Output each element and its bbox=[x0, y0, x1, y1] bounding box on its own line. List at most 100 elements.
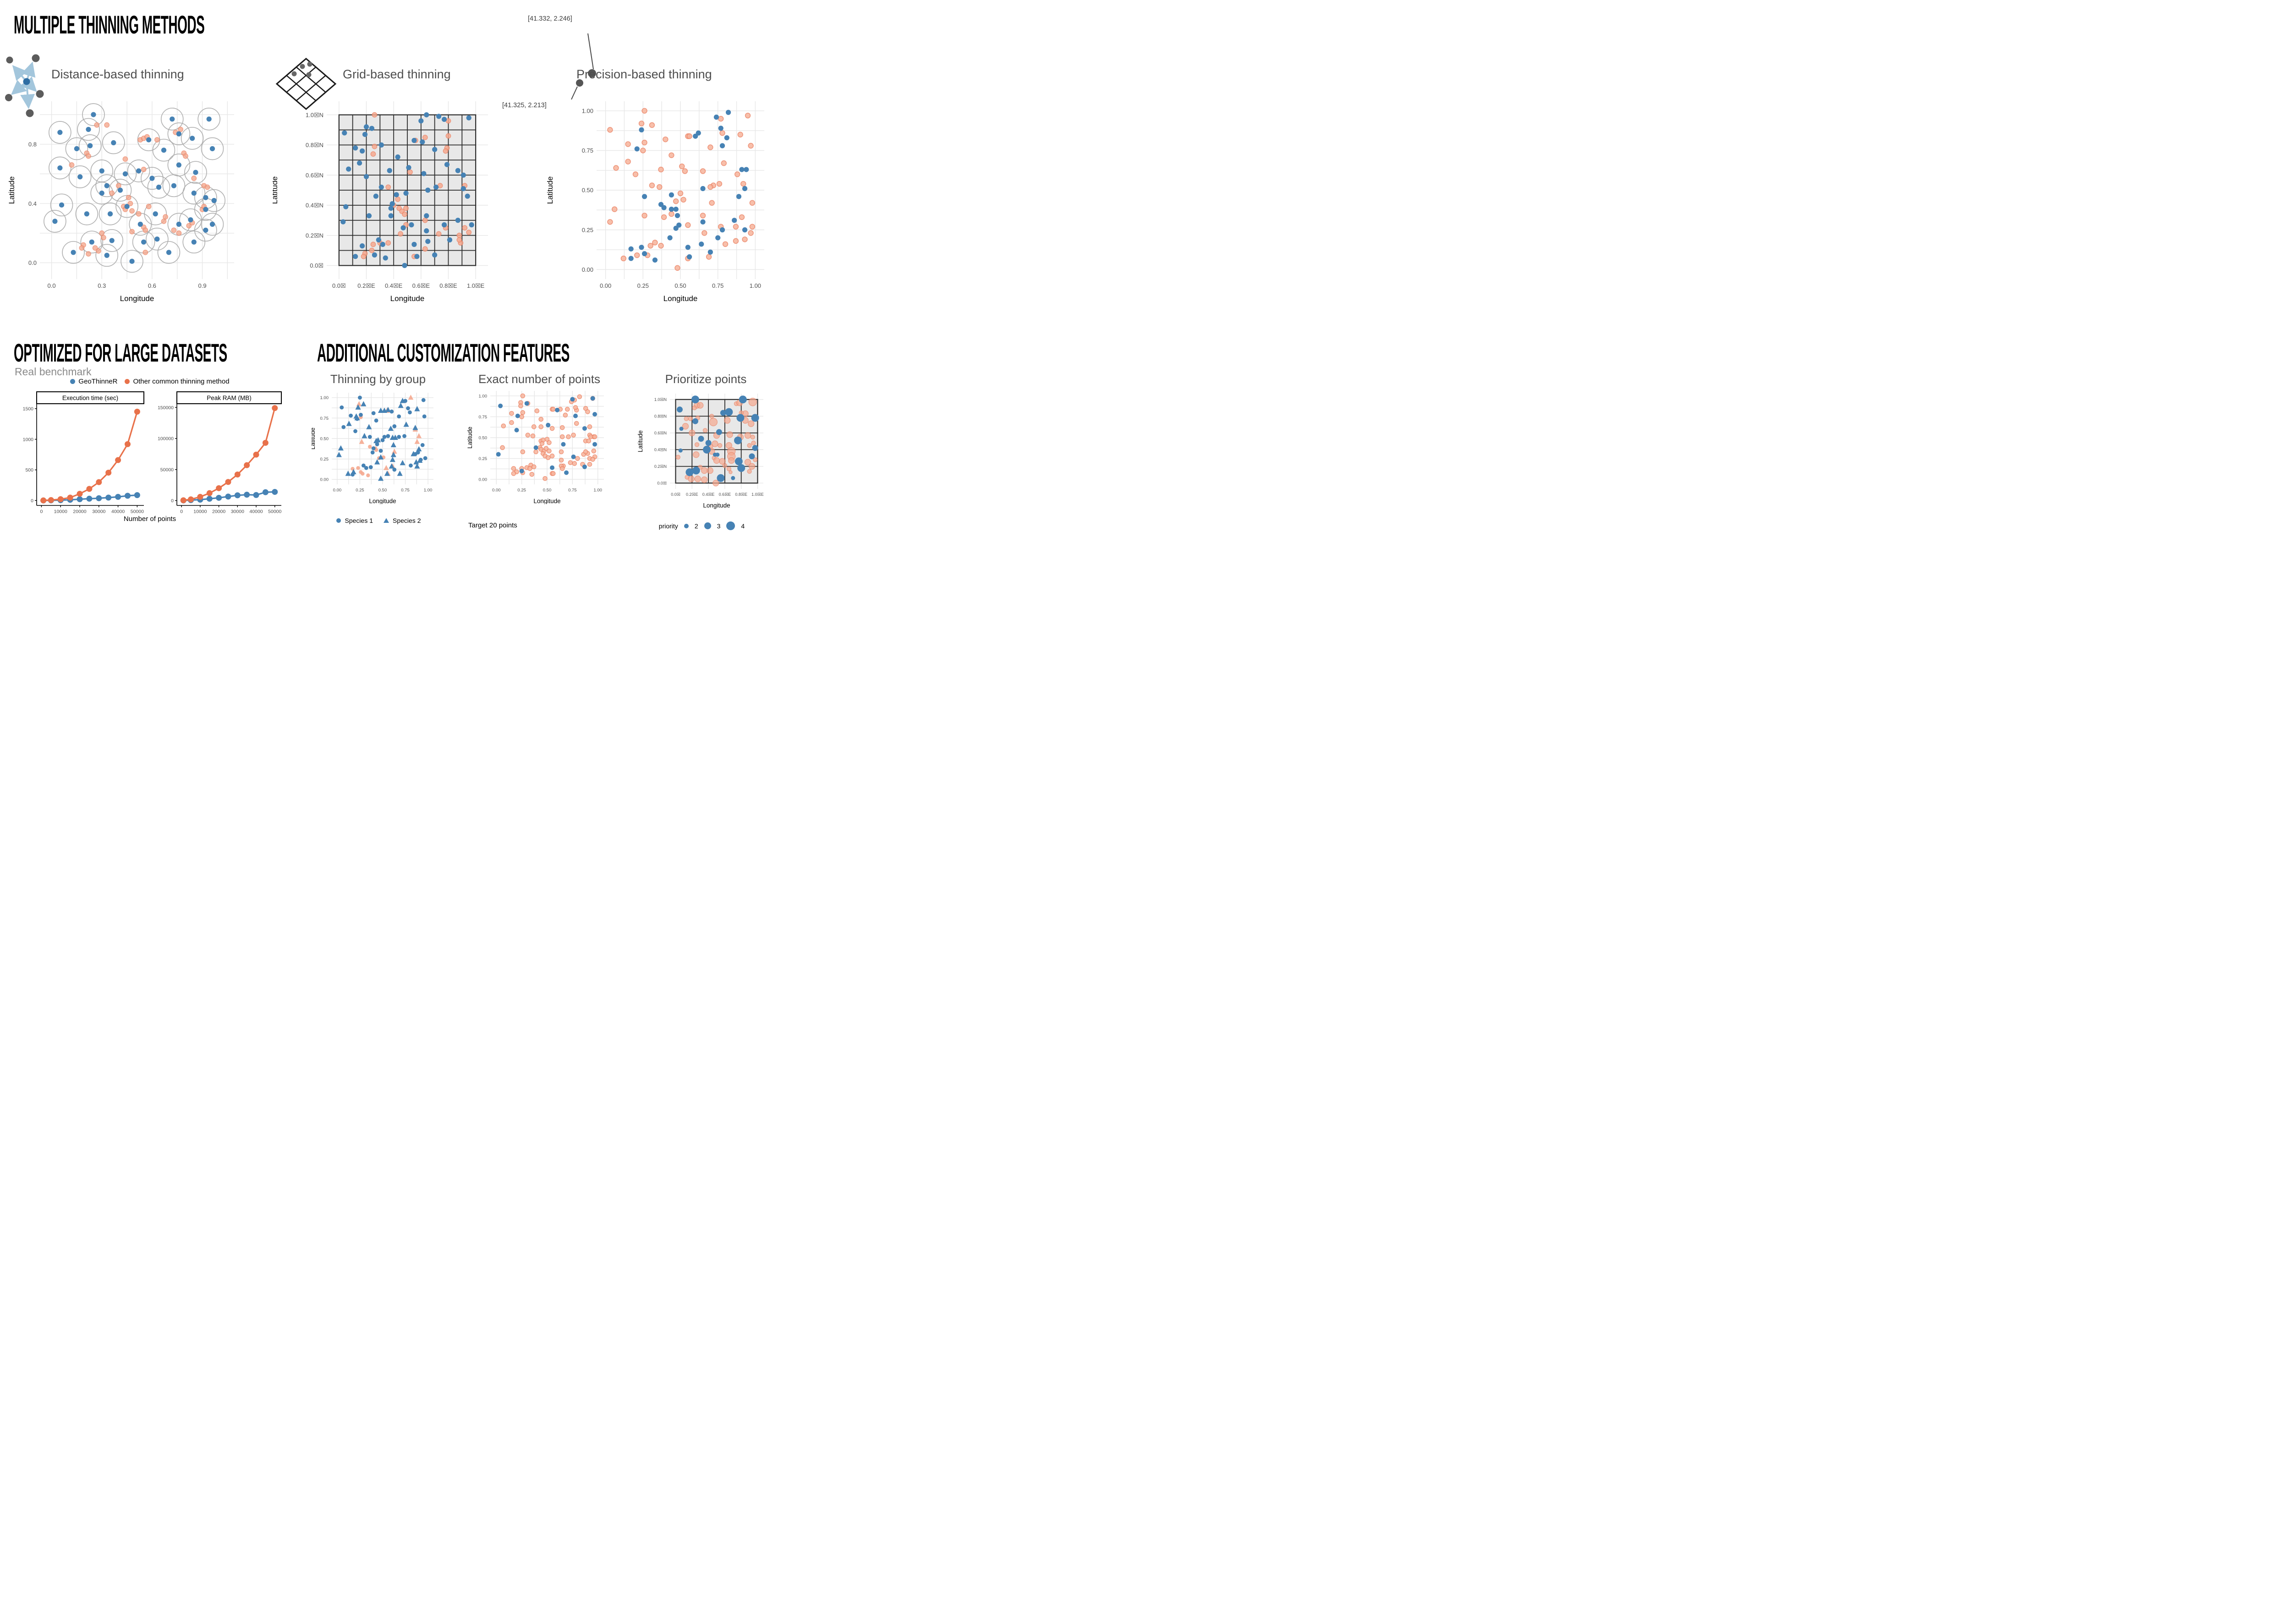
svg-text:Latitude: Latitude bbox=[466, 427, 473, 449]
benchmark-subtitle: Real benchmark bbox=[15, 366, 92, 378]
legend-label: Species 1 bbox=[345, 517, 373, 524]
execution-time-panel: 0 10000 20000 30000 40000 50000 0 500 1000 1500 Ex… bbox=[14, 391, 148, 529]
poster-page: MULTIPLE THINNING METHODS OPTIMIZED FOR … bbox=[0, 0, 776, 541]
method-label-distance: Distance-based thinning bbox=[51, 67, 184, 81]
svg-text:0: 0 bbox=[171, 498, 174, 504]
distance-scatter-svg: 0.0 0.3 0.6 0.9 0.0 0.4 0.8 Longitude Latitude bbox=[7, 101, 234, 303]
svg-text:Latitude: Latitude bbox=[312, 428, 316, 450]
svg-text:0.4☒E: 0.4☒E bbox=[702, 492, 715, 497]
species2-triangle-icon bbox=[384, 518, 389, 523]
svg-text:0.75: 0.75 bbox=[401, 488, 410, 493]
svg-text:0.6☒E: 0.6☒E bbox=[719, 492, 731, 497]
svg-text:0.0☒: 0.0☒ bbox=[671, 492, 680, 497]
svg-text:0.75: 0.75 bbox=[479, 415, 488, 420]
svg-text:0: 0 bbox=[31, 498, 33, 504]
svg-text:Latitude: Latitude bbox=[7, 176, 16, 204]
svg-text:0.75: 0.75 bbox=[582, 147, 593, 154]
svg-text:0.00: 0.00 bbox=[600, 282, 611, 289]
distance-thinning-plot: 0.0 0.3 0.6 0.9 0.0 0.4 0.8 Longitude Latitude bbox=[7, 94, 238, 309]
svg-text:0.9: 0.9 bbox=[198, 282, 207, 289]
thinning-by-group-plot: 0.00 0.25 0.50 0.75 1.00 0.00 0.25 0.50 0.75 1.00… bbox=[312, 387, 444, 504]
exact-number-plot: 0.00 0.25 0.50 0.75 1.00 0.00 0.25 0.50 0.75 1.00… bbox=[464, 387, 615, 504]
svg-text:0.0☒: 0.0☒ bbox=[332, 282, 346, 289]
svg-text:Longitude: Longitude bbox=[533, 498, 560, 504]
distance-network-icon bbox=[5, 54, 44, 117]
geothinner-legend-dot-icon bbox=[70, 379, 76, 384]
svg-text:0.00: 0.00 bbox=[479, 477, 488, 482]
svg-text:0.8: 0.8 bbox=[28, 141, 37, 148]
svg-text:30000: 30000 bbox=[92, 509, 105, 515]
svg-text:10000: 10000 bbox=[193, 509, 207, 515]
section-title-methods: MULTIPLE THINNING METHODS bbox=[14, 10, 205, 39]
svg-text:0.50: 0.50 bbox=[674, 282, 686, 289]
svg-text:0.6: 0.6 bbox=[148, 282, 156, 289]
svg-text:Longitude: Longitude bbox=[120, 294, 154, 303]
precision-scatter-svg: 0.00 0.25 0.50 0.75 1.00 0.00 0.25 0.50 0.75 1.00… bbox=[546, 101, 764, 303]
svg-text:0.4☒N: 0.4☒N bbox=[654, 447, 667, 452]
svg-text:Longitude: Longitude bbox=[663, 294, 698, 303]
svg-text:0.8☒E: 0.8☒E bbox=[735, 492, 747, 497]
svg-text:0.4: 0.4 bbox=[28, 200, 37, 207]
coordinate-pair-icon bbox=[571, 33, 596, 100]
svg-text:100000: 100000 bbox=[158, 436, 174, 442]
legend-item-other-method: Other common thinning method bbox=[125, 378, 230, 385]
svg-text:0.75: 0.75 bbox=[568, 488, 577, 493]
thinning-by-group-svg: 0.00 0.25 0.50 0.75 1.00 0.00 0.25 0.50 0.75 1.00… bbox=[312, 393, 433, 504]
other-method-legend-dot-icon bbox=[125, 379, 130, 384]
grid-cells-icon bbox=[275, 58, 337, 110]
svg-text:0: 0 bbox=[180, 509, 183, 515]
svg-text:0.3: 0.3 bbox=[98, 282, 106, 289]
svg-text:0.0☒: 0.0☒ bbox=[657, 481, 667, 485]
svg-text:Latitude: Latitude bbox=[546, 176, 554, 204]
svg-text:1.00: 1.00 bbox=[479, 394, 488, 399]
svg-text:1.0☒E: 1.0☒E bbox=[467, 282, 485, 289]
benchmark-execution-time-svg: 0 10000 20000 30000 40000 50000 0 500 1000 1500 Ex… bbox=[23, 391, 144, 515]
svg-text:30000: 30000 bbox=[231, 509, 244, 515]
svg-text:0.00: 0.00 bbox=[333, 488, 342, 493]
svg-text:500: 500 bbox=[25, 467, 33, 473]
species-legend: Species 1 Species 2 bbox=[312, 517, 444, 524]
legend-label: Other common thinning method bbox=[133, 378, 230, 385]
svg-text:0.6☒N: 0.6☒N bbox=[654, 431, 667, 435]
svg-text:1.0☒N: 1.0☒N bbox=[306, 111, 323, 118]
svg-text:0.00: 0.00 bbox=[320, 477, 329, 483]
plot-title-thinning-by-group: Thinning by group bbox=[330, 372, 426, 386]
priority-2-dot-icon bbox=[684, 523, 689, 528]
method-label-precision: Precision-based thinning bbox=[576, 67, 712, 81]
svg-text:Longitude: Longitude bbox=[390, 294, 425, 303]
svg-text:0.0☒: 0.0☒ bbox=[310, 262, 323, 269]
svg-text:0.2☒E: 0.2☒E bbox=[686, 492, 698, 497]
svg-text:0.0: 0.0 bbox=[48, 282, 56, 289]
species1-circle-icon bbox=[336, 518, 341, 523]
svg-text:0.75: 0.75 bbox=[712, 282, 723, 289]
svg-text:0.00: 0.00 bbox=[492, 488, 501, 493]
priority-4-label: 4 bbox=[741, 522, 745, 530]
exact-number-of-points-svg: 0.00 0.25 0.50 0.75 1.00 0.00 0.25 0.50 0.75 1.00… bbox=[466, 391, 604, 504]
section-title-additional: ADDITIONAL CUSTOMIZATION FEATURES bbox=[317, 338, 570, 367]
svg-text:1000: 1000 bbox=[23, 437, 34, 442]
precision-thinning-plot: 0.00 0.25 0.50 0.75 1.00 0.00 0.25 0.50 0.75 1.00… bbox=[541, 94, 776, 309]
benchmark-peak-ram-svg: 0 10000 20000 30000 40000 50000 0 50000 100000 15… bbox=[158, 391, 282, 515]
svg-text:1.00: 1.00 bbox=[320, 395, 329, 401]
grid-scatter-svg: 0.0☒ 0.2☒E 0.4☒E 0.6☒E 0.8☒E 1.0☒E 0.0☒ 0.2☒N 0.… bbox=[273, 101, 488, 303]
svg-text:0.8☒N: 0.8☒N bbox=[654, 414, 667, 419]
grid-thinning-plot: 0.0☒ 0.2☒E 0.4☒E 0.6☒E 0.8☒E 1.0☒E 0.0☒ 0.2☒N 0.… bbox=[273, 94, 506, 309]
benchmark-x-axis-label: Number of points bbox=[123, 515, 176, 523]
plot-title-prioritize: Prioritize points bbox=[665, 372, 747, 386]
svg-text:50000: 50000 bbox=[131, 509, 144, 515]
svg-text:Longitude: Longitude bbox=[369, 498, 396, 504]
svg-text:150000: 150000 bbox=[158, 405, 174, 411]
svg-text:0.50: 0.50 bbox=[479, 435, 488, 440]
legend-label: GeoThinneR bbox=[78, 378, 118, 385]
svg-text:Execution time (sec): Execution time (sec) bbox=[62, 395, 118, 401]
priority-4-dot-icon bbox=[726, 521, 735, 530]
svg-text:0.4☒N: 0.4☒N bbox=[306, 202, 323, 209]
priority-3-dot-icon bbox=[704, 522, 711, 529]
svg-text:0.4☒E: 0.4☒E bbox=[385, 282, 403, 289]
svg-text:Latitude: Latitude bbox=[637, 430, 644, 452]
svg-text:0.2☒E: 0.2☒E bbox=[357, 282, 375, 289]
prioritize-points-plot: 0.0☒ 0.2☒E 0.4☒E 0.6☒E 0.8☒E 1.0☒E 0.0☒ 0.2☒N 0.… bbox=[636, 387, 776, 511]
svg-text:Longitude: Longitude bbox=[703, 502, 730, 509]
legend-item-geothinner: GeoThinneR bbox=[70, 378, 117, 385]
svg-text:0.00: 0.00 bbox=[582, 266, 593, 273]
